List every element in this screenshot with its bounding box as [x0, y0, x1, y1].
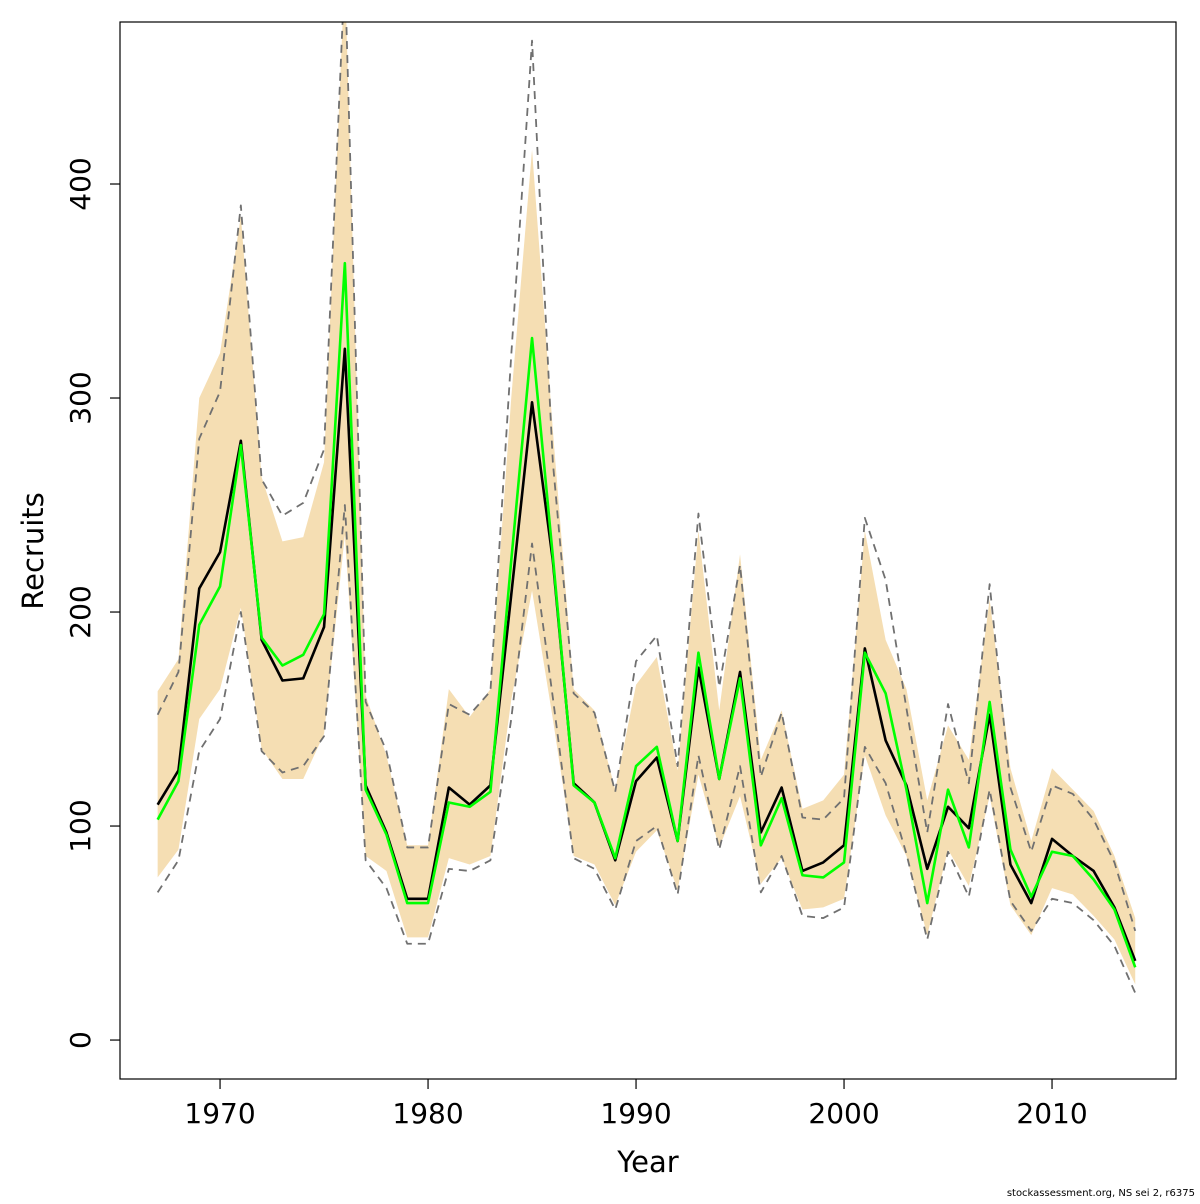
x-tick-label: 1980	[392, 1097, 463, 1130]
y-tick-label: 0	[64, 1031, 97, 1049]
x-tick-label: 2000	[808, 1097, 879, 1130]
estimate-line	[156, 347, 1137, 962]
y-axis-title: Recruits	[16, 492, 50, 609]
confidence-band	[157, 22, 1136, 985]
plot-area	[156, 22, 1137, 994]
y-tick-label: 300	[64, 371, 97, 424]
plot-frame	[119, 21, 1177, 1080]
x-tick-label: 2010	[1016, 1097, 1087, 1130]
y-tick-label: 100	[64, 799, 97, 852]
interval-line	[156, 504, 1137, 994]
x-axis-title: Year	[616, 1145, 678, 1179]
x-tick-label: 1990	[600, 1097, 671, 1130]
footnote: stockassessment.org, NS sei 2, r6375	[1007, 1188, 1195, 1199]
estimate-line	[156, 261, 1137, 968]
y-tick-label: 200	[64, 585, 97, 638]
x-tick-label: 1970	[184, 1097, 255, 1130]
interval-line	[156, 22, 1137, 932]
y-tick-label: 400	[64, 157, 97, 210]
